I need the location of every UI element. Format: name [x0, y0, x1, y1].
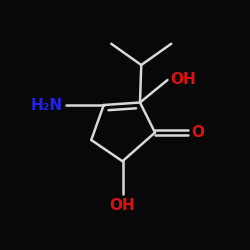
Text: OH: OH — [170, 72, 196, 88]
Text: O: O — [191, 125, 204, 140]
Text: H₂N: H₂N — [31, 98, 63, 112]
Text: OH: OH — [110, 198, 136, 213]
